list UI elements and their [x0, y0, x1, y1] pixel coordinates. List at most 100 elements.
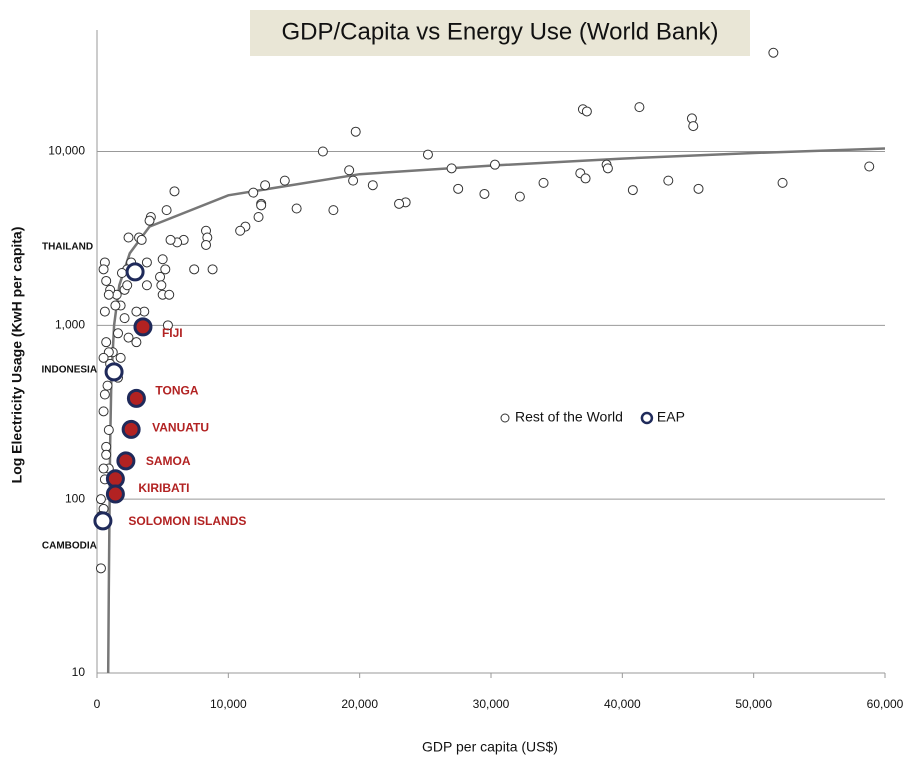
point	[161, 205, 172, 216]
point	[101, 449, 112, 460]
point-label: FIJI	[162, 326, 183, 340]
point-label: SOLOMON ISLANDS	[128, 514, 246, 528]
point-label: INDONESIA	[42, 364, 98, 375]
point	[101, 337, 112, 348]
point	[453, 183, 464, 194]
point	[101, 275, 112, 286]
point	[122, 280, 133, 291]
y-axis-label: Log Electricity Usage (KwH per capita)	[9, 227, 25, 484]
point	[119, 313, 130, 324]
point	[141, 280, 152, 291]
legend-label: EAP	[657, 409, 685, 425]
point	[113, 328, 124, 339]
trendline	[106, 147, 886, 674]
point	[123, 232, 134, 243]
point	[165, 234, 176, 245]
point	[279, 175, 290, 186]
point	[367, 180, 378, 191]
point	[169, 186, 180, 197]
point	[102, 380, 113, 391]
y-tick-label: 10,000	[48, 144, 85, 158]
point	[538, 177, 549, 188]
eap-point	[105, 469, 125, 489]
x-tick-label: 40,000	[604, 697, 641, 711]
point	[123, 332, 134, 343]
point	[98, 406, 109, 417]
x-tick-label: 20,000	[341, 697, 378, 711]
point	[115, 352, 126, 363]
legend-marker	[640, 411, 654, 425]
point	[160, 264, 171, 275]
eap-point	[116, 451, 136, 471]
x-axis-label: GDP per capita (US$)	[422, 739, 558, 755]
point	[131, 337, 142, 348]
point	[95, 563, 106, 574]
point	[256, 200, 267, 211]
point	[777, 177, 788, 188]
point	[189, 264, 200, 275]
point-label: TONGA	[155, 384, 198, 398]
eap-point	[104, 362, 124, 382]
point	[344, 165, 355, 176]
point	[248, 187, 259, 198]
point-label: THAILAND	[42, 242, 93, 253]
point	[394, 198, 405, 209]
x-tick-label: 10,000	[210, 697, 247, 711]
point-label: VANUATU	[152, 421, 209, 435]
point	[162, 320, 173, 331]
point	[144, 215, 155, 226]
point	[201, 239, 212, 250]
point-label: SAMOA	[146, 454, 191, 468]
point	[768, 47, 779, 58]
eap-point	[93, 511, 113, 531]
point	[116, 268, 127, 279]
point	[103, 424, 114, 435]
point	[156, 280, 167, 291]
point	[634, 102, 645, 113]
point	[864, 161, 875, 172]
point	[157, 254, 168, 265]
point	[99, 389, 110, 400]
point	[110, 300, 121, 311]
point	[688, 121, 699, 132]
chart-title: GDP/Capita vs Energy Use (World Bank)	[281, 18, 718, 45]
point	[446, 163, 457, 174]
eap-point	[121, 419, 141, 439]
point	[693, 183, 704, 194]
point	[136, 234, 147, 245]
x-tick-label: 30,000	[473, 697, 510, 711]
point	[581, 106, 592, 117]
eap-point	[105, 484, 125, 504]
point	[602, 163, 613, 174]
point	[98, 352, 109, 363]
point	[103, 289, 114, 300]
y-tick-label: 100	[65, 491, 85, 505]
legend-label: Rest of the World	[515, 409, 623, 425]
point-label: CAMBODIA	[42, 541, 97, 552]
point	[514, 191, 525, 202]
point	[291, 203, 302, 214]
point	[317, 146, 328, 157]
point	[98, 463, 109, 474]
title-box	[250, 10, 750, 56]
point	[141, 257, 152, 268]
point	[663, 175, 674, 186]
point	[260, 180, 271, 191]
legend-marker	[500, 413, 510, 423]
point	[207, 264, 218, 275]
point	[155, 271, 166, 282]
y-tick-label: 1,000	[55, 318, 85, 332]
point	[99, 306, 110, 317]
eap-point	[133, 317, 153, 337]
y-tick-label: 10	[72, 665, 86, 679]
point	[489, 159, 500, 170]
point	[98, 264, 109, 275]
x-tick-label: 50,000	[735, 697, 772, 711]
point	[253, 211, 264, 222]
x-tick-label: 0	[94, 697, 101, 711]
x-tick-label: 60,000	[867, 697, 904, 711]
point	[131, 306, 142, 317]
point	[235, 225, 246, 236]
point	[164, 289, 175, 300]
